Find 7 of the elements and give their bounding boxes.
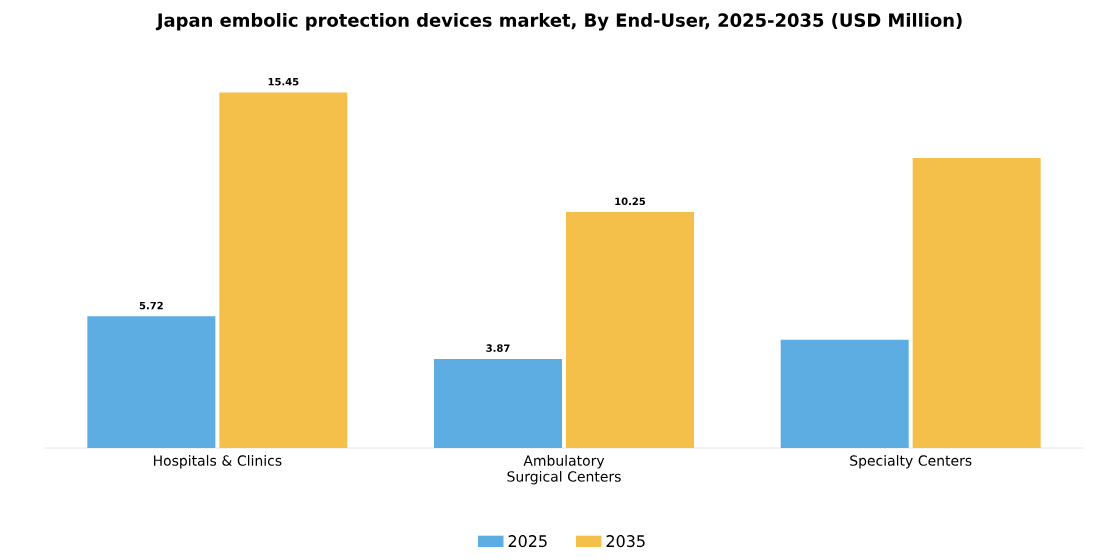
bar xyxy=(912,158,1041,448)
chart-title: Japan embolic protection devices market, By End-User, 2025-2035 (USD Million) xyxy=(155,13,962,31)
bar xyxy=(219,92,348,448)
bar xyxy=(565,212,694,448)
bar xyxy=(87,316,216,448)
bar xyxy=(780,339,909,448)
bar xyxy=(434,358,563,448)
